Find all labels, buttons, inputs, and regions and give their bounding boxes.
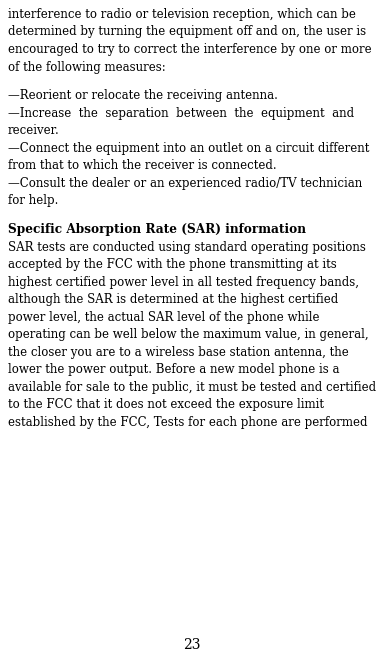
Text: —Reorient or relocate the receiving antenna.: —Reorient or relocate the receiving ante… (8, 89, 278, 103)
Text: Specific Absorption Rate (SAR) information: Specific Absorption Rate (SAR) informati… (8, 223, 306, 236)
Text: determined by turning the equipment off and on, the user is: determined by turning the equipment off … (8, 25, 366, 39)
Text: power level, the actual SAR level of the phone while: power level, the actual SAR level of the… (8, 311, 319, 324)
Text: from that to which the receiver is connected.: from that to which the receiver is conne… (8, 159, 276, 172)
Text: operating can be well below the maximum value, in general,: operating can be well below the maximum … (8, 328, 369, 341)
Text: highest certified power level in all tested frequency bands,: highest certified power level in all tes… (8, 276, 359, 289)
Text: SAR tests are conducted using standard operating positions: SAR tests are conducted using standard o… (8, 240, 366, 254)
Text: although the SAR is determined at the highest certified: although the SAR is determined at the hi… (8, 293, 338, 306)
Text: to the FCC that it does not exceed the exposure limit: to the FCC that it does not exceed the e… (8, 398, 324, 411)
Text: receiver.: receiver. (8, 125, 60, 137)
Text: —Consult the dealer or an experienced radio/TV technician: —Consult the dealer or an experienced ra… (8, 177, 362, 190)
Text: accepted by the FCC with the phone transmitting at its: accepted by the FCC with the phone trans… (8, 258, 337, 271)
Text: for help.: for help. (8, 194, 58, 207)
Text: lower the power output. Before a new model phone is a: lower the power output. Before a new mod… (8, 363, 339, 376)
Text: —Connect the equipment into an outlet on a circuit different: —Connect the equipment into an outlet on… (8, 142, 369, 155)
Text: of the following measures:: of the following measures: (8, 61, 166, 73)
Text: 23: 23 (183, 638, 201, 652)
Text: the closer you are to a wireless base station antenna, the: the closer you are to a wireless base st… (8, 346, 349, 359)
Text: —Increase  the  separation  between  the  equipment  and: —Increase the separation between the equ… (8, 107, 354, 120)
Text: interference to radio or television reception, which can be: interference to radio or television rece… (8, 8, 356, 21)
Text: encouraged to try to correct the interference by one or more: encouraged to try to correct the interfe… (8, 43, 372, 56)
Text: available for sale to the public, it must be tested and certified: available for sale to the public, it mus… (8, 381, 376, 394)
Text: established by the FCC, Tests for each phone are performed: established by the FCC, Tests for each p… (8, 416, 367, 429)
